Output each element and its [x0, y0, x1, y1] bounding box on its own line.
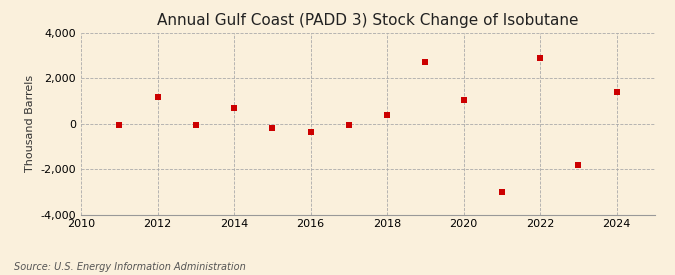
- Point: [114, 123, 125, 127]
- Point: [381, 112, 392, 117]
- Point: [190, 123, 201, 127]
- Point: [458, 98, 469, 102]
- Point: [344, 123, 354, 127]
- Point: [535, 56, 545, 60]
- Point: [152, 94, 163, 99]
- Point: [267, 126, 277, 131]
- Title: Annual Gulf Coast (PADD 3) Stock Change of Isobutane: Annual Gulf Coast (PADD 3) Stock Change …: [157, 13, 578, 28]
- Point: [229, 106, 240, 110]
- Y-axis label: Thousand Barrels: Thousand Barrels: [25, 75, 35, 172]
- Point: [305, 130, 316, 134]
- Point: [611, 90, 622, 94]
- Text: Source: U.S. Energy Information Administration: Source: U.S. Energy Information Administ…: [14, 262, 245, 272]
- Point: [496, 190, 507, 194]
- Point: [420, 60, 431, 65]
- Point: [573, 162, 584, 167]
